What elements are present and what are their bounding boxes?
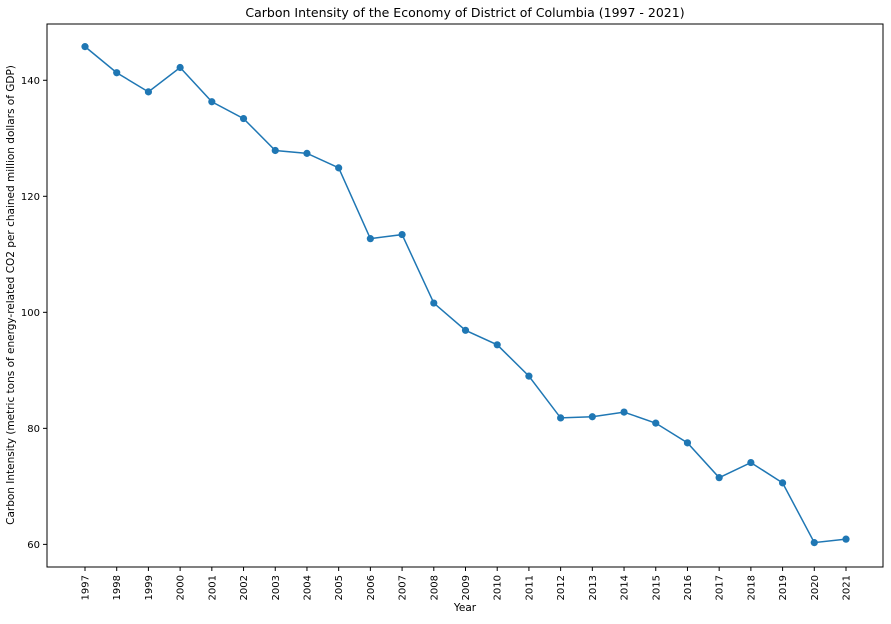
x-tick-label: 1999 (144, 575, 155, 600)
data-point (525, 372, 533, 380)
x-tick-label: 2002 (239, 575, 250, 600)
x-tick-label: 2003 (271, 575, 282, 600)
x-tick-label: 2004 (302, 575, 313, 600)
chart-title: Carbon Intensity of the Economy of Distr… (245, 5, 684, 20)
x-tick-label: 2011 (524, 575, 535, 600)
data-point (239, 114, 248, 123)
data-point (652, 419, 660, 427)
data-point (303, 149, 311, 157)
y-tick-label: 120 (21, 192, 40, 203)
x-tick-label: 1997 (81, 575, 92, 600)
x-tick-label: 2008 (429, 575, 440, 600)
data-point (398, 230, 406, 239)
x-tick-label: 2021 (842, 575, 853, 600)
data-point (557, 414, 565, 422)
data-point (683, 439, 692, 447)
y-tick-label: 100 (21, 308, 40, 319)
x-tick-label: 2001 (207, 575, 218, 600)
data-point (113, 69, 121, 77)
data-point (430, 299, 438, 307)
x-tick-label: 2012 (556, 575, 567, 600)
data-point (588, 413, 596, 421)
data-points (81, 43, 850, 547)
y-tick-label: 60 (27, 540, 40, 551)
x-tick-label: 2005 (334, 575, 345, 600)
y-tick-label: 80 (27, 424, 40, 435)
data-point (81, 43, 89, 51)
data-point (366, 235, 374, 243)
data-point (620, 408, 628, 416)
x-tick-label: 2015 (651, 575, 662, 600)
x-tick-label: 1998 (112, 575, 123, 600)
x-tick-label: 2013 (588, 575, 599, 600)
data-point (810, 539, 818, 547)
x-tick-label: 2014 (620, 575, 631, 600)
data-point (335, 164, 343, 172)
data-point (208, 98, 216, 106)
data-point (493, 341, 501, 349)
data-point (778, 479, 787, 487)
x-tick-label: 2010 (493, 575, 504, 600)
x-tick-label: 2006 (366, 575, 377, 600)
data-point (747, 458, 755, 467)
x-tick-label: 2018 (746, 575, 757, 600)
x-tick-label: 2007 (398, 575, 409, 600)
data-point (461, 326, 470, 334)
data-point (271, 146, 279, 155)
data-point (715, 474, 723, 482)
data-point (842, 535, 850, 543)
plot-area (46, 23, 884, 568)
x-tick-label: 2019 (778, 575, 789, 600)
y-tick-label: 140 (21, 76, 40, 87)
x-axis-label: Year (453, 602, 477, 614)
x-tick-label: 2009 (461, 575, 472, 600)
x-axis-ticks: 1997 1998 1999 2000 2001 2002 2003 2004 2005 2006… (81, 567, 853, 600)
x-tick-label: 2016 (683, 575, 694, 600)
x-tick-label: 2017 (715, 575, 726, 600)
data-point (144, 88, 153, 96)
x-tick-label: 2020 (810, 575, 821, 600)
y-axis-label: Carbon Intensity (metric tons of energy-… (5, 65, 17, 525)
y-axis-ticks: 60 80 100 120 140 (21, 76, 47, 551)
x-tick-label: 2000 (176, 575, 187, 600)
data-point (176, 63, 184, 72)
series-line (84, 46, 847, 544)
